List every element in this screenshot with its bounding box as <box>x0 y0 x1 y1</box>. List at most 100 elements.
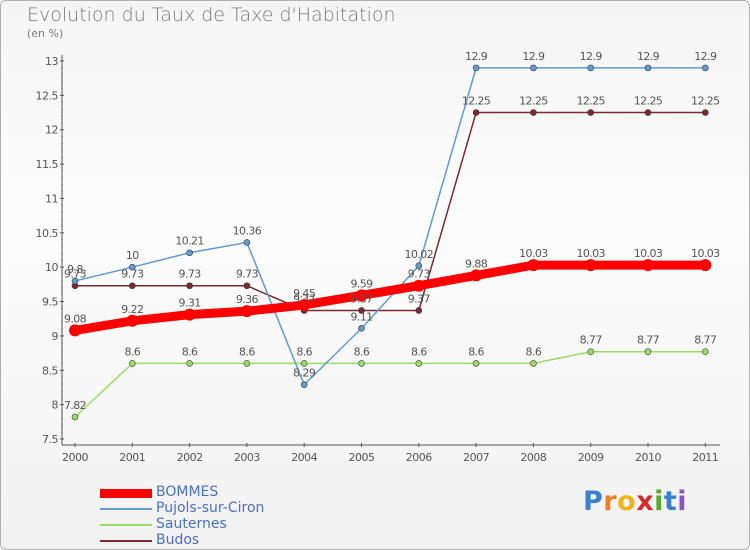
data-label: 10.03 <box>691 247 720 260</box>
legend-label-sauternes: Sauternes <box>156 516 227 532</box>
data-point <box>71 413 79 421</box>
data-label: 9.45 <box>293 287 316 300</box>
data-label: 8.6 <box>296 345 312 358</box>
legend-swatch-sauternes <box>100 524 152 526</box>
data-label: 9.59 <box>350 277 373 290</box>
data-point <box>530 64 537 72</box>
data-point <box>701 64 709 72</box>
data-label: 8.6 <box>468 345 484 358</box>
data-point <box>701 109 709 116</box>
y-tick-label: 13 <box>45 55 58 68</box>
y-tick-label: 10 <box>45 261 58 274</box>
data-point <box>129 360 136 367</box>
data-point <box>69 324 81 337</box>
y-tick-label: 12.5 <box>36 89 59 102</box>
data-point <box>530 360 537 367</box>
data-point <box>243 360 251 367</box>
y-tick-label: 11 <box>45 192 58 205</box>
x-tick-label: 2000 <box>62 451 88 464</box>
series-line <box>74 67 707 386</box>
data-label: 9.88 <box>465 257 488 270</box>
data-point <box>472 64 480 72</box>
data-point <box>470 269 483 282</box>
x-tick-label: 2004 <box>291 451 317 464</box>
data-label: 12.9 <box>522 50 545 63</box>
data-label: 8.77 <box>637 334 660 347</box>
data-point <box>355 289 368 302</box>
y-tick-label: 9 <box>52 330 59 343</box>
data-point <box>186 360 193 367</box>
data-point <box>644 348 652 356</box>
x-tick-label: 2008 <box>520 451 546 464</box>
data-label: 8.6 <box>124 345 140 358</box>
data-point <box>412 279 425 292</box>
data-label: 10.03 <box>576 247 605 260</box>
series-line <box>74 111 707 312</box>
legend-label-bommes: BOMMES <box>156 484 219 500</box>
data-label: 10.03 <box>519 247 548 260</box>
data-label: 9.37 <box>293 292 316 305</box>
legend-swatch-budos <box>100 540 152 542</box>
data-label: 9.73 <box>179 268 202 281</box>
data-point <box>300 360 308 367</box>
data-label: 9.73 <box>236 268 259 281</box>
data-label: 9.73 <box>121 268 144 281</box>
data-point <box>186 282 193 290</box>
logo-letter: x <box>636 486 655 517</box>
data-label: 9.8 <box>67 263 83 276</box>
data-point <box>126 314 139 327</box>
data-point <box>415 360 423 367</box>
logo-letter: t <box>663 486 678 517</box>
data-label: 12.9 <box>694 50 717 63</box>
x-tick-label: 2009 <box>578 451 604 464</box>
data-point <box>587 348 595 356</box>
proxiti-logo: Proxiti <box>583 486 687 517</box>
y-tick-label: 12 <box>45 124 58 137</box>
data-point <box>358 360 365 367</box>
data-point <box>472 360 480 367</box>
data-point <box>240 305 253 318</box>
chart-title: Evolution du Taux de Taxe d'Habitation <box>27 4 396 26</box>
data-label: 8.77 <box>694 334 717 347</box>
data-point <box>358 325 365 332</box>
data-point <box>300 381 308 389</box>
legend-swatch-bommes <box>100 489 152 498</box>
x-tick-label: 2001 <box>119 451 145 464</box>
data-label: 12.9 <box>465 50 488 63</box>
data-label: 8.77 <box>580 334 603 347</box>
data-label: 9.37 <box>408 292 431 305</box>
data-point <box>587 64 595 72</box>
data-point <box>644 109 652 116</box>
legend-swatch-pujols <box>100 508 152 510</box>
data-label: 12.25 <box>691 95 720 108</box>
x-tick-label: 2002 <box>177 451 203 464</box>
x-tick-label: 2011 <box>692 451 718 464</box>
data-point <box>701 348 709 356</box>
data-label: 9.11 <box>350 310 372 323</box>
y-tick-label: 10.5 <box>36 227 59 240</box>
y-tick-label: 8.5 <box>42 364 58 377</box>
data-point <box>298 298 311 311</box>
data-label: 10 <box>126 249 139 262</box>
data-label: 8.6 <box>526 345 542 358</box>
data-point <box>183 308 196 321</box>
data-point <box>530 109 537 116</box>
data-label: 9.37 <box>350 292 373 305</box>
data-label: 12.9 <box>637 50 660 63</box>
data-point <box>472 109 480 116</box>
data-point <box>587 109 595 116</box>
data-point <box>415 307 423 314</box>
data-point <box>358 307 365 314</box>
data-point <box>527 259 540 272</box>
y-tick-label: 8 <box>52 399 59 412</box>
x-tick-label: 2010 <box>635 451 661 464</box>
data-label: 12.25 <box>634 95 663 108</box>
x-tick-label: 2005 <box>349 451 375 464</box>
data-point <box>584 259 597 272</box>
logo-letter: P <box>583 486 604 517</box>
data-point <box>186 249 193 257</box>
data-point <box>699 259 712 272</box>
data-label: 8.29 <box>293 367 316 380</box>
